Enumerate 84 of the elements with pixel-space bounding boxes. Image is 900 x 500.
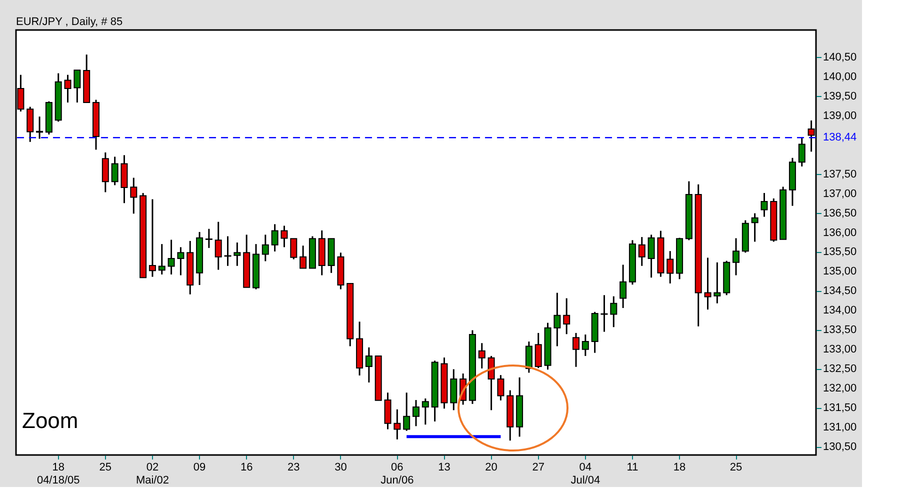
candlestick: [450, 368, 458, 411]
y-tick-label: 140,00: [823, 70, 857, 83]
chart-title: EUR/JPY , Daily, # 85: [16, 16, 123, 28]
candlestick: [732, 237, 740, 276]
candlestick: [290, 238, 298, 260]
y-tick-label: 131,50: [823, 402, 857, 414]
candlestick: [262, 234, 269, 262]
candlestick: [36, 116, 44, 140]
candlestick: [300, 244, 307, 269]
candlestick: [214, 221, 222, 271]
y-tick-label: 137,00: [823, 188, 857, 200]
candlestick: [168, 239, 175, 276]
y-tick-label: 132,00: [823, 382, 857, 395]
y-tick-label: 140,50: [823, 51, 857, 64]
y-tick-label: 137,50: [823, 168, 857, 180]
x-tick-label: 18 04/18/05: [36, 462, 80, 486]
candlestick: [704, 256, 712, 310]
candlestick: [365, 346, 372, 384]
x-tick-label: 18: [673, 462, 686, 474]
candlestick: [582, 334, 589, 357]
annotation: Zoom: [22, 408, 78, 433]
x-tick-label: 13: [438, 462, 450, 474]
candlestick: [234, 242, 241, 267]
candlestick: [534, 332, 542, 369]
y-tick-label: 136,00: [823, 226, 857, 239]
candlestick: [563, 298, 570, 335]
candlestick: [403, 392, 410, 432]
x-tick-label: 25: [99, 462, 112, 474]
y-tick-label: 134,00: [823, 304, 857, 317]
candlestick: [64, 74, 72, 104]
y-tick-label: 130,50: [823, 441, 857, 454]
candlestick: [488, 355, 495, 411]
x-tick-label: 20: [485, 462, 498, 474]
x-tick-label: 06 Jun/06: [380, 462, 414, 486]
candlestick: [271, 223, 278, 252]
y-tick-label: 139,50: [823, 90, 857, 102]
candlestick: [610, 296, 618, 328]
candlestick: [158, 243, 166, 276]
x-tick-label: 16: [240, 462, 253, 474]
candlestick: [148, 198, 156, 278]
candlestick: [478, 342, 486, 370]
y-tick-label: 136,50: [823, 207, 857, 220]
y-tick-label: 135,50: [823, 246, 857, 258]
y-tick-label: 139,00: [823, 110, 857, 122]
candlestick: [572, 332, 580, 368]
candlestick: [177, 246, 184, 276]
candlestick: [648, 234, 655, 278]
candlestick: [74, 69, 81, 104]
y-tick-label: 132,50: [823, 363, 857, 376]
candlestick: [384, 392, 392, 430]
candlestick: [714, 262, 721, 304]
candlestick: [130, 177, 138, 214]
y-tick-label: 134,50: [823, 285, 857, 298]
ref-line-label: 138,44: [823, 132, 857, 144]
x-tick-label: 02 Mai/02: [136, 462, 169, 486]
x-tick-label: 23: [288, 462, 300, 474]
candlestick: [422, 398, 429, 426]
x-tick-label: 30: [334, 462, 347, 474]
y-tick-label: 133,50: [823, 324, 857, 336]
x-tick-label: 09: [193, 462, 206, 474]
candlestick: [111, 156, 118, 186]
y-tick-label: 131,00: [823, 422, 857, 434]
candlestick: [394, 408, 401, 440]
candlestick: [26, 106, 34, 143]
candlestick: [412, 399, 420, 427]
candlestick: [205, 228, 212, 249]
y-tick-label: 135,00: [823, 266, 857, 278]
candlestick: [280, 224, 288, 248]
candlestick: [497, 374, 504, 402]
x-tick-label: 11: [626, 462, 638, 474]
y-tick-label: 133,00: [823, 344, 857, 356]
candlestick: [638, 236, 646, 267]
candlestick: [554, 292, 561, 347]
candlestick: [120, 154, 128, 204]
candlestick: [751, 212, 758, 242]
x-tick-label: 25: [730, 462, 742, 474]
candlestick: [525, 340, 532, 374]
x-tick-label: 27: [532, 462, 544, 474]
candlestick: [102, 152, 109, 193]
x-tick-label: 04 Jul/04: [570, 462, 600, 486]
candlestick: [666, 250, 674, 284]
candlestick: [798, 136, 806, 168]
candlestick: [760, 192, 768, 218]
candlestick: [620, 264, 627, 309]
